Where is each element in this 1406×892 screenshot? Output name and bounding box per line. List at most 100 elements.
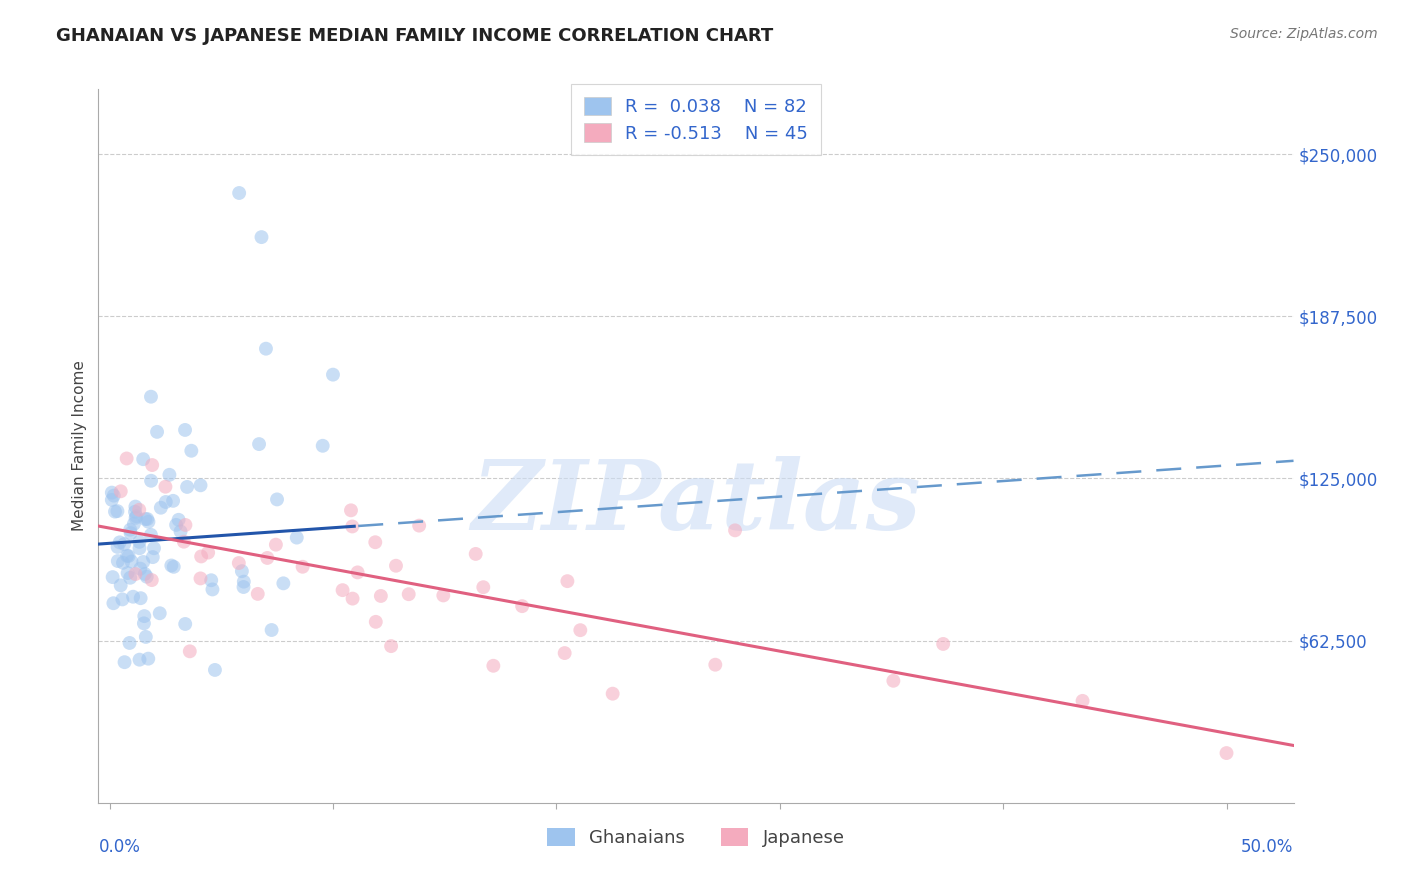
Point	[174, 423, 197, 437]
Point	[136, 512, 159, 526]
Point	[107, 504, 129, 518]
Point	[380, 639, 402, 653]
Point	[174, 518, 197, 533]
Point	[176, 480, 198, 494]
Point	[129, 561, 152, 575]
Point	[142, 550, 165, 565]
Point	[128, 653, 150, 667]
Point	[129, 591, 152, 606]
Text: ZIPatlas: ZIPatlas	[471, 456, 921, 550]
Point	[134, 566, 156, 581]
Point	[200, 574, 222, 588]
Point	[322, 368, 344, 382]
Point	[704, 657, 727, 672]
Point	[250, 230, 273, 244]
Point	[124, 567, 146, 582]
Point	[134, 512, 156, 526]
Point	[342, 591, 364, 606]
Point	[364, 535, 387, 549]
Point	[117, 566, 139, 580]
Point	[108, 535, 131, 549]
Point	[190, 549, 212, 564]
Point	[141, 458, 163, 472]
Point	[157, 467, 180, 482]
Point	[173, 534, 195, 549]
Point	[346, 566, 368, 580]
Point	[138, 515, 160, 529]
Point	[408, 518, 430, 533]
Point	[554, 646, 576, 660]
Text: Source: ZipAtlas.com: Source: ZipAtlas.com	[1230, 27, 1378, 41]
Point	[135, 570, 157, 584]
Point	[103, 489, 125, 503]
Point	[139, 474, 162, 488]
Point	[464, 547, 486, 561]
Point	[132, 555, 155, 569]
Point	[110, 484, 132, 499]
Point	[510, 599, 533, 614]
Point	[101, 570, 124, 584]
Point	[569, 623, 592, 637]
Point	[111, 556, 134, 570]
Point	[103, 596, 125, 610]
Point	[163, 559, 186, 574]
Point	[398, 587, 420, 601]
Point	[174, 617, 197, 632]
Point	[228, 186, 250, 200]
Point	[342, 519, 364, 533]
Point	[273, 576, 295, 591]
Point	[602, 687, 624, 701]
Point	[104, 505, 127, 519]
Point	[115, 549, 138, 563]
Point	[260, 623, 283, 637]
Point	[139, 390, 162, 404]
Point	[120, 571, 142, 585]
Point	[111, 592, 134, 607]
Point	[247, 437, 270, 451]
Point	[197, 545, 219, 559]
Point	[232, 580, 254, 594]
Point	[117, 549, 139, 563]
Point	[204, 663, 226, 677]
Point	[128, 502, 150, 516]
Point	[128, 534, 150, 549]
Point	[385, 558, 408, 573]
Point	[141, 573, 163, 587]
Point	[932, 637, 955, 651]
Text: 0.0%: 0.0%	[98, 838, 141, 856]
Point	[160, 558, 183, 573]
Point	[165, 517, 187, 532]
Text: GHANAIAN VS JAPANESE MEDIAN FAMILY INCOME CORRELATION CHART: GHANAIAN VS JAPANESE MEDIAN FAMILY INCOM…	[56, 27, 773, 45]
Point	[472, 580, 495, 594]
Point	[149, 500, 172, 515]
Point	[143, 541, 166, 556]
Point	[155, 480, 177, 494]
Point	[482, 658, 505, 673]
Point	[128, 541, 150, 556]
Point	[291, 559, 314, 574]
Point	[135, 630, 157, 644]
Point	[190, 478, 212, 492]
Point	[190, 571, 212, 585]
Point	[167, 513, 190, 527]
Point	[124, 505, 146, 519]
Point	[256, 550, 278, 565]
Point	[724, 524, 747, 538]
Point	[162, 493, 184, 508]
Text: 50.0%: 50.0%	[1241, 838, 1294, 856]
Point	[557, 574, 579, 589]
Point	[169, 524, 191, 539]
Point	[231, 564, 253, 578]
Point	[266, 492, 288, 507]
Point	[1215, 746, 1237, 760]
Point	[101, 492, 124, 507]
Point	[112, 537, 135, 551]
Point	[121, 555, 143, 569]
Point	[264, 538, 287, 552]
Point	[146, 425, 169, 439]
Point	[180, 443, 202, 458]
Point	[254, 342, 277, 356]
Point	[107, 540, 129, 554]
Point	[432, 589, 454, 603]
Point	[120, 523, 142, 537]
